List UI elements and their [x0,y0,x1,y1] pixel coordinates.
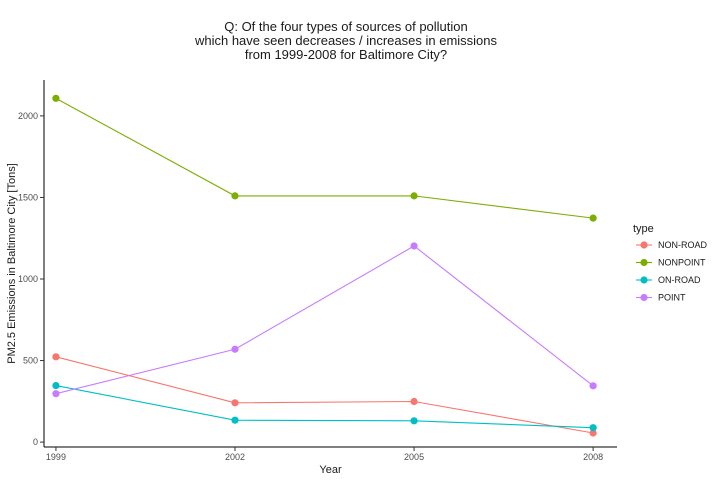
x-tick-label: 1999 [46,452,66,462]
title-line-3: from 1999-2008 for Baltimore City? [245,47,447,62]
data-point-point [52,390,60,398]
data-point-on-road [589,424,597,432]
series-line-on-road [55,384,594,429]
series-line-point [55,245,594,395]
legend-key-point [640,258,648,267]
data-point-nonpoint [231,192,239,200]
y-axis-ticks: 0 500 1000 1500 2000 [18,111,44,447]
data-point-non-road [589,429,597,437]
legend-item-on-road: ON-ROAD [636,275,701,285]
series-line-nonpoint [55,97,594,219]
data-point-non-road [410,397,418,406]
y-tick-label: 2000 [18,111,38,121]
legend-label: ON-ROAD [658,275,701,285]
data-point-nonpoint [410,192,418,200]
legend-label: POINT [658,293,686,303]
series-line-non-road [55,356,594,434]
x-axis-ticks: 1999 2002 2005 2008 [46,447,603,462]
legend-key-point [640,276,648,284]
x-tick-label: 2002 [225,452,245,462]
series-lines [55,97,594,434]
legend-title: type [633,223,654,235]
data-point-on-road [410,417,418,425]
data-point-on-road [52,381,60,390]
series-points [52,94,597,437]
data-point-nonpoint [589,214,597,222]
data-point-point [410,242,418,250]
x-tick-label: 2008 [583,452,603,462]
legend-key-point [640,241,648,249]
y-tick-label: 500 [23,356,38,366]
legend-items: NON-ROAD NONPOINT ON-ROAD POINT [636,240,707,303]
y-axis-title: PM2.5 Emissions in Baltimore City [Tons] [6,163,18,364]
x-axis-title: Year [319,464,342,476]
legend-item-point: POINT [636,293,686,303]
title-line-1: Q: Of the four types of sources of pollu… [224,19,468,34]
title-line-2: which have seen decreases / increases in… [194,33,498,48]
legend-item-nonpoint: NONPOINT [636,258,706,268]
data-point-point [589,382,597,390]
plot-area: 0 500 1000 1500 2000 1999 2002 2005 2008 [18,80,617,462]
y-tick-label: 1500 [18,192,38,202]
data-point-non-road [231,399,239,407]
y-tick-label: 0 [33,437,38,447]
data-point-nonpoint [52,94,60,102]
legend-label: NONPOINT [658,258,706,268]
data-point-non-road [52,353,60,361]
chart-title: Q: Of the four types of sources of pollu… [194,19,498,62]
data-point-point [231,345,239,353]
legend-item-non-road: NON-ROAD [636,240,707,250]
data-point-on-road [231,416,239,424]
legend-label: NON-ROAD [658,240,707,250]
legend: type NON-ROAD NONPOINT ON-ROAD POINT [633,223,707,303]
y-tick-label: 1000 [18,274,38,284]
legend-key-point [640,293,648,302]
x-tick-label: 2005 [404,452,424,462]
